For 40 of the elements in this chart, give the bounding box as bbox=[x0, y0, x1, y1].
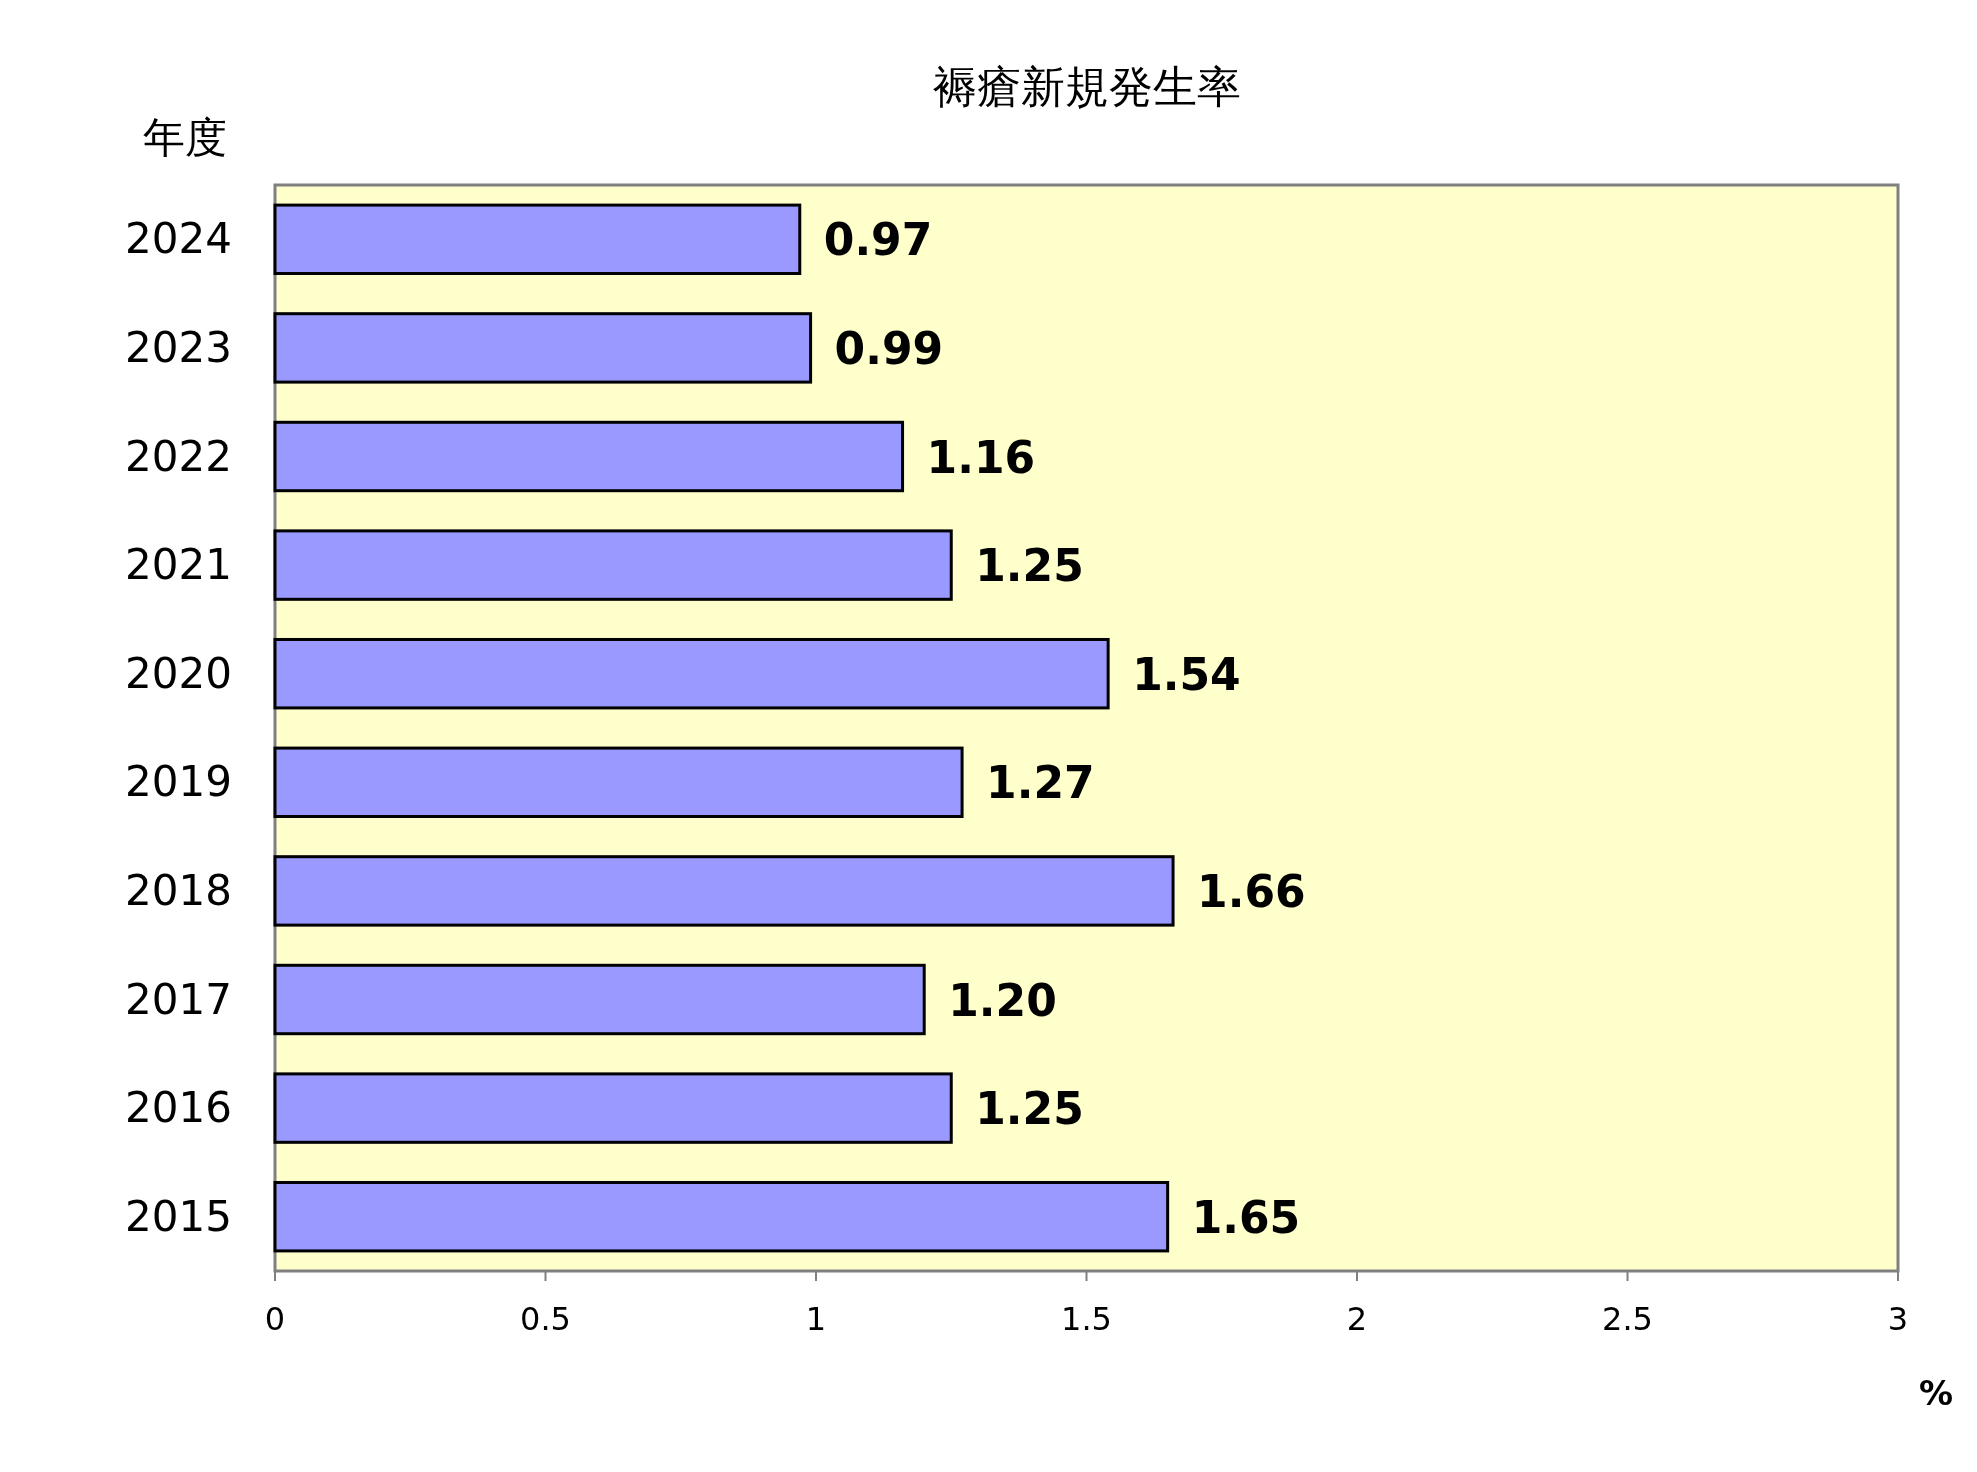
data-label: 1.65 bbox=[1191, 1191, 1301, 1243]
y-axis-title: 年度 bbox=[143, 113, 227, 162]
data-label: 1.66 bbox=[1197, 865, 1306, 917]
x-tick-label: 1 bbox=[805, 1300, 827, 1338]
data-label: 1.25 bbox=[975, 1083, 1084, 1135]
y-tick-label: 2016 bbox=[125, 1083, 232, 1133]
bar bbox=[273, 855, 1175, 927]
data-label: 1.20 bbox=[948, 974, 1057, 1026]
x-tick-label: 0 bbox=[264, 1300, 286, 1338]
x-tick-label: 3 bbox=[1887, 1300, 1909, 1338]
bar bbox=[273, 529, 953, 601]
y-tick-label: 2015 bbox=[125, 1191, 232, 1241]
y-tick-label: 2017 bbox=[125, 974, 232, 1024]
bar bbox=[273, 637, 1110, 710]
y-tick-label: 2022 bbox=[125, 431, 232, 481]
data-label: 1.54 bbox=[1132, 648, 1241, 700]
y-tick-label: 2024 bbox=[125, 214, 232, 264]
data-label: 1.27 bbox=[986, 757, 1095, 809]
data-label: 0.97 bbox=[823, 214, 933, 266]
bar bbox=[273, 203, 802, 276]
data-label: 1.25 bbox=[975, 540, 1084, 592]
bar bbox=[273, 746, 964, 819]
x-tick-label: 1.5 bbox=[1061, 1300, 1112, 1338]
bar bbox=[273, 420, 905, 493]
x-tick-label: 2 bbox=[1346, 1300, 1368, 1338]
data-label: 1.16 bbox=[926, 431, 1036, 483]
y-tick-label: 2018 bbox=[125, 865, 232, 915]
x-tick-label: 2.5 bbox=[1602, 1300, 1653, 1338]
x-axis-title: % bbox=[1918, 1373, 1954, 1413]
y-tick-label: 2020 bbox=[125, 648, 232, 698]
data-label: 0.99 bbox=[834, 322, 944, 374]
bar bbox=[273, 1072, 953, 1144]
y-tick-label: 2021 bbox=[125, 540, 232, 590]
y-tick-label: 2019 bbox=[125, 757, 232, 807]
bar bbox=[273, 1180, 1170, 1253]
bar bbox=[273, 963, 926, 1036]
x-tick-label: 0.5 bbox=[520, 1300, 571, 1338]
y-tick-label: 2023 bbox=[125, 322, 232, 372]
bar bbox=[273, 312, 813, 384]
chart-title: 褥瘡新規発生率 bbox=[932, 61, 1241, 112]
